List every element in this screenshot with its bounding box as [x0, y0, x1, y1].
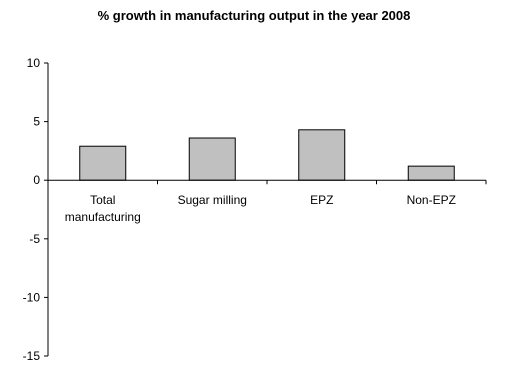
bar	[298, 129, 346, 181]
x-category-label: Sugar milling	[178, 193, 247, 207]
bars-layer	[79, 129, 455, 181]
labels-layer: 10 5 0 -5 -10 -15 Total manufacturing Sugar mill…	[23, 56, 456, 363]
x-category-label: EPZ	[310, 193, 333, 207]
y-tick-label: -10	[23, 290, 41, 304]
bar	[188, 137, 236, 181]
x-category-label: Non-EPZ	[407, 193, 456, 207]
y-tick-label: 5	[33, 115, 40, 129]
axes-layer	[44, 62, 487, 357]
bar	[79, 145, 127, 181]
bar	[407, 165, 455, 181]
y-tick-label: 10	[27, 56, 41, 70]
y-tick-label: -15	[23, 349, 41, 363]
y-tick-label: -5	[29, 232, 40, 246]
x-category-label: Total	[90, 193, 115, 207]
x-category-label: manufacturing	[65, 210, 141, 224]
chart-title: % growth in manufacturing output in the …	[98, 8, 411, 23]
y-tick-label: 0	[33, 173, 40, 187]
